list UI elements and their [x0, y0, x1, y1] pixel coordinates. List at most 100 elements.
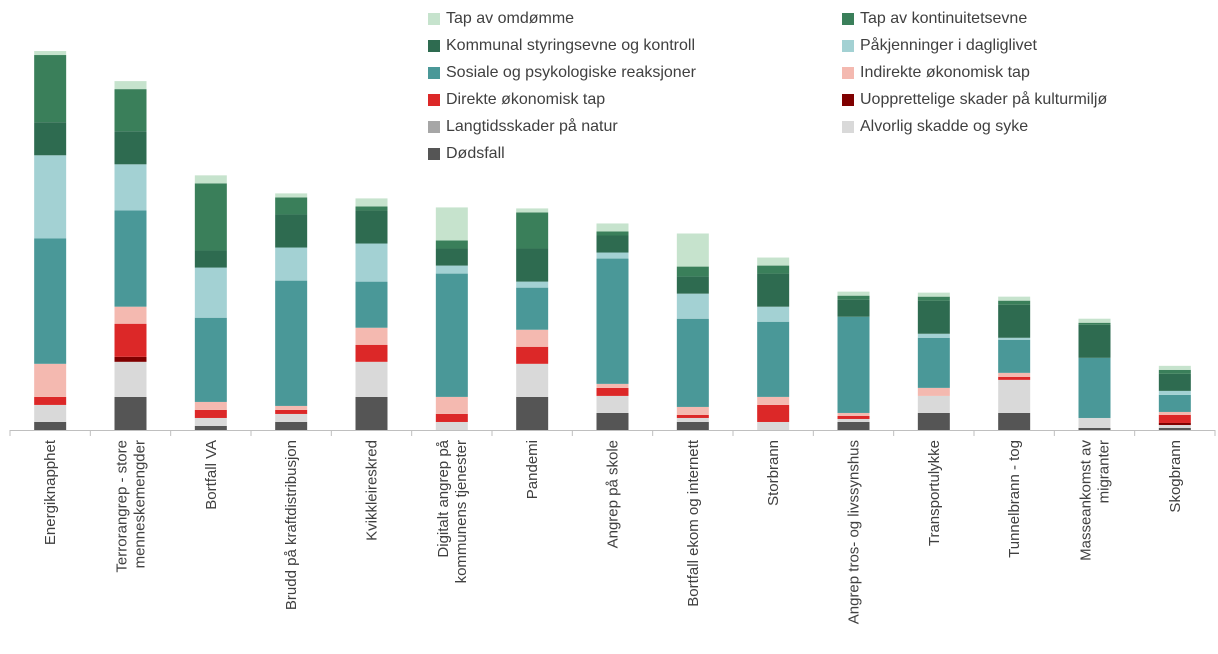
- x-tick-label: Energiknapphet: [42, 439, 59, 545]
- bar-segment: [837, 421, 870, 430]
- bar-segment: [676, 417, 709, 422]
- legend-swatch: [428, 148, 440, 160]
- legend-label: Sosiale og psykologiske reaksjoner: [446, 64, 696, 81]
- bar-segment: [435, 273, 468, 397]
- legend-label: Uopprettelige skader på kulturmiljø: [860, 91, 1108, 108]
- bar-segment: [1078, 427, 1111, 430]
- legend-item: Alvorlig skadde og syke: [842, 116, 1028, 138]
- bars-group: [34, 51, 1191, 430]
- legend-swatch: [428, 94, 440, 106]
- bar-segment: [194, 183, 227, 251]
- bar-segment: [757, 321, 790, 397]
- legend-label: Dødsfall: [446, 145, 505, 162]
- bar-segment: [917, 333, 950, 338]
- bar-segment: [355, 361, 388, 397]
- bar-segment: [998, 337, 1031, 340]
- bar-segment: [34, 55, 67, 123]
- x-tick-label: Bortfall ekom og internett: [685, 439, 702, 607]
- bar-segment: [275, 193, 308, 198]
- bar-segment: [917, 412, 950, 430]
- bar-segment: [34, 363, 67, 397]
- bar-segment: [676, 293, 709, 319]
- bar-segment: [194, 250, 227, 268]
- bar-segment: [676, 421, 709, 430]
- bar-segment: [917, 292, 950, 297]
- legend-label: Tap av omdømme: [446, 10, 575, 27]
- bar-segment: [275, 280, 308, 406]
- bar-segment: [1158, 373, 1191, 391]
- bar-segment: [917, 395, 950, 413]
- bar-segment: [596, 235, 629, 253]
- legend-swatch: [842, 67, 854, 79]
- bar-segment: [596, 258, 629, 384]
- bar-segment: [516, 281, 549, 288]
- bar-segment: [34, 421, 67, 430]
- bar-segment: [676, 276, 709, 294]
- bar-segment: [596, 383, 629, 388]
- bar-segment: [1158, 422, 1191, 425]
- bar-segment: [355, 206, 388, 211]
- bar-segment: [355, 198, 388, 207]
- legend-swatch: [428, 67, 440, 79]
- bar-segment: [275, 405, 308, 410]
- bar-segment: [676, 318, 709, 407]
- bar-segment: [917, 337, 950, 388]
- legend-item: Uopprettelige skader på kulturmiljø: [842, 89, 1107, 111]
- legend-item: Direkte økonomisk tap: [428, 89, 605, 111]
- legend-item: Indirekte økonomisk tap: [842, 62, 1030, 84]
- bar-segment: [1158, 394, 1191, 412]
- bar-segment: [998, 300, 1031, 305]
- bar-segment: [596, 231, 629, 236]
- x-tick-label: Skogbrann: [1167, 440, 1184, 513]
- x-tick-label: Kvikkleireskred: [364, 440, 381, 541]
- bar-segment: [194, 425, 227, 430]
- bar-segment: [34, 404, 67, 422]
- legend-swatch: [842, 94, 854, 106]
- legend-label: Indirekte økonomisk tap: [860, 64, 1030, 81]
- bar-segment: [435, 265, 468, 274]
- bar-segment: [1158, 427, 1191, 430]
- bar-segment: [516, 212, 549, 249]
- bar-segment: [516, 208, 549, 213]
- bar-segment: [837, 295, 870, 300]
- legend-swatch: [842, 121, 854, 133]
- x-tick-label: Bortfall VA: [203, 440, 220, 510]
- bar-segment: [435, 248, 468, 266]
- legend-label: Direkte økonomisk tap: [446, 91, 606, 108]
- bar-segment: [355, 281, 388, 328]
- bar-segment: [1078, 322, 1111, 325]
- bar-segment: [1158, 414, 1191, 423]
- bar-segment: [1158, 411, 1191, 415]
- x-tick-label: Masseankomst avmigranter: [1078, 440, 1113, 561]
- bar-segment: [114, 81, 147, 90]
- bar-segment: [998, 376, 1031, 380]
- legend-label: Tap av kontinuitetsevne: [860, 10, 1028, 27]
- bar-segment: [114, 164, 147, 211]
- legend-item: Påkjenninger i dagliglivet: [842, 35, 1037, 57]
- x-tick-label: Angrep på skole: [605, 440, 622, 548]
- bar-segment: [998, 304, 1031, 338]
- bar-segment: [1078, 318, 1111, 323]
- bar-segment: [516, 329, 549, 347]
- bar-segment: [275, 421, 308, 430]
- bar-segment: [114, 131, 147, 165]
- bar-segment: [837, 412, 870, 416]
- bar-segment: [837, 299, 870, 317]
- x-axis: [9, 430, 1216, 436]
- bar-segment: [676, 266, 709, 277]
- bar-segment: [596, 223, 629, 232]
- bar-segment: [114, 89, 147, 132]
- bar-segment: [194, 401, 227, 410]
- bar-segment: [435, 207, 468, 241]
- bar-segment: [355, 344, 388, 362]
- legend: Tap av omdømme Tap av kontinuitetsevne Kom…: [428, 8, 1218, 178]
- bar-segment: [194, 175, 227, 184]
- legend-label: Langtidsskader på natur: [446, 118, 618, 135]
- bar-segment: [676, 406, 709, 415]
- bar-segment: [1158, 390, 1191, 395]
- x-tick-label: Digitalt angrep påkommunens tjenester: [435, 439, 470, 583]
- bar-segment: [757, 404, 790, 422]
- legend-swatch: [428, 121, 440, 133]
- bar-segment: [34, 396, 67, 405]
